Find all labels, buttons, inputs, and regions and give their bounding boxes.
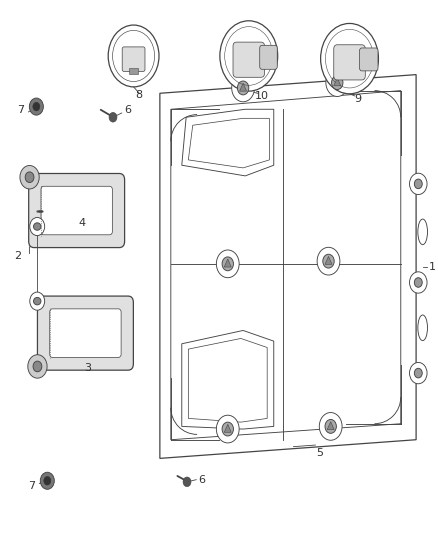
Text: 6: 6: [124, 105, 131, 115]
Circle shape: [30, 217, 45, 236]
Text: 3: 3: [84, 363, 91, 373]
Text: 4: 4: [79, 218, 86, 228]
FancyBboxPatch shape: [360, 48, 378, 71]
Circle shape: [33, 361, 42, 372]
Ellipse shape: [418, 315, 427, 341]
Ellipse shape: [34, 223, 41, 230]
Circle shape: [317, 247, 340, 275]
Circle shape: [237, 81, 249, 95]
Circle shape: [222, 257, 233, 271]
Polygon shape: [325, 256, 332, 264]
Circle shape: [414, 179, 422, 189]
FancyBboxPatch shape: [41, 187, 112, 235]
Circle shape: [414, 278, 422, 287]
Circle shape: [323, 254, 334, 268]
Text: 1: 1: [429, 262, 436, 271]
Circle shape: [326, 69, 349, 96]
Text: 6: 6: [198, 475, 205, 484]
Ellipse shape: [34, 297, 41, 305]
FancyBboxPatch shape: [233, 42, 265, 77]
Circle shape: [410, 362, 427, 384]
FancyBboxPatch shape: [260, 45, 277, 69]
Circle shape: [29, 98, 43, 115]
FancyBboxPatch shape: [49, 309, 121, 357]
FancyBboxPatch shape: [38, 296, 133, 370]
Circle shape: [332, 76, 343, 90]
Text: 2: 2: [14, 251, 21, 261]
Circle shape: [108, 25, 159, 87]
Polygon shape: [334, 78, 341, 86]
Circle shape: [414, 368, 422, 378]
Polygon shape: [240, 83, 247, 91]
Circle shape: [232, 74, 254, 102]
Circle shape: [109, 112, 117, 122]
Circle shape: [20, 165, 39, 189]
Circle shape: [30, 292, 45, 310]
Circle shape: [321, 23, 378, 94]
Polygon shape: [160, 75, 416, 458]
Circle shape: [28, 355, 47, 378]
Circle shape: [319, 413, 342, 440]
Text: 9: 9: [355, 94, 362, 103]
Text: 10: 10: [255, 91, 269, 101]
Circle shape: [216, 250, 239, 278]
FancyBboxPatch shape: [28, 174, 124, 247]
Circle shape: [44, 477, 51, 485]
Circle shape: [222, 422, 233, 436]
Polygon shape: [182, 109, 274, 176]
Circle shape: [410, 173, 427, 195]
Circle shape: [40, 472, 54, 489]
Circle shape: [183, 477, 191, 487]
Circle shape: [410, 272, 427, 293]
Polygon shape: [224, 259, 231, 267]
Text: 5: 5: [316, 448, 323, 458]
Polygon shape: [224, 424, 231, 432]
Circle shape: [325, 419, 336, 433]
Circle shape: [220, 21, 278, 91]
Circle shape: [216, 415, 239, 443]
Text: 8: 8: [136, 90, 143, 100]
FancyBboxPatch shape: [122, 47, 145, 71]
Text: 7: 7: [28, 481, 35, 491]
Circle shape: [25, 172, 34, 182]
Polygon shape: [327, 422, 334, 430]
Ellipse shape: [418, 219, 427, 245]
Bar: [129, 68, 138, 74]
Circle shape: [33, 102, 40, 111]
Polygon shape: [182, 330, 274, 429]
FancyBboxPatch shape: [334, 45, 365, 80]
Text: 7: 7: [18, 106, 25, 115]
